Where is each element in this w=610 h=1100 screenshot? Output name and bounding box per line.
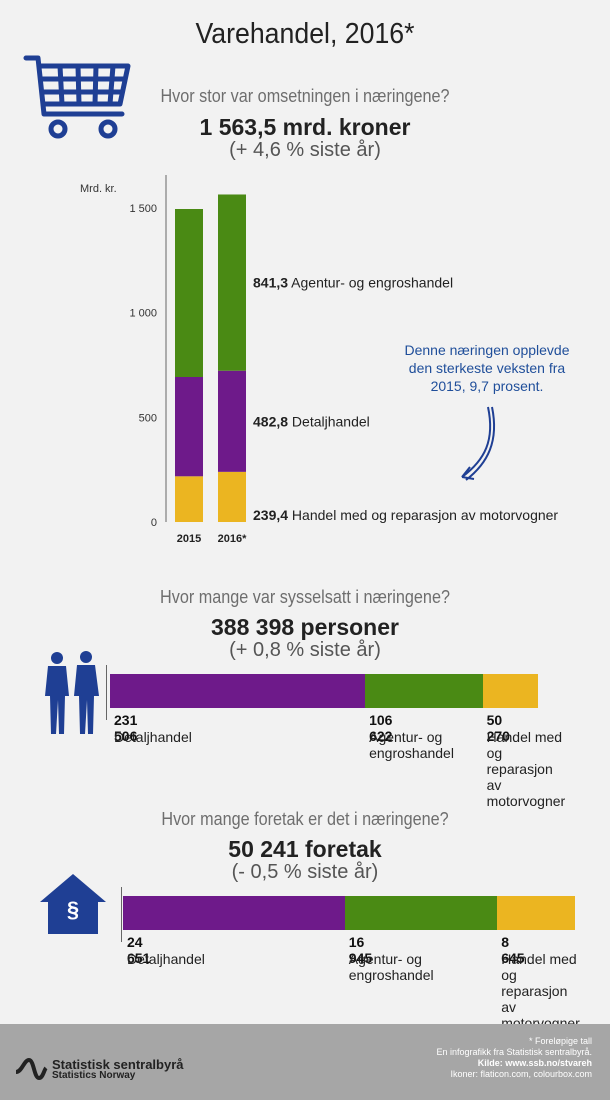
bar-segment: [365, 674, 483, 708]
bar-segment: [218, 471, 246, 522]
employment-change: (+ 0,8 % siste år): [229, 639, 381, 661]
segment-label-line: motorvogner: [486, 793, 566, 809]
footnote: * Foreløpige tall: [528, 1036, 592, 1046]
bar-segment: [175, 476, 203, 522]
y-tick-label: 1 500: [129, 203, 157, 215]
y-tick-label: 500: [139, 412, 157, 424]
segment-value: 106 622: [369, 712, 393, 744]
segment-label-line: Agentur- og: [348, 951, 422, 967]
segment-label-line: engroshandel: [369, 745, 454, 761]
segment-label: Agentur- og engroshandel: [369, 729, 454, 761]
footer-line: En infografikk fra Statistisk sentralbyr…: [436, 1047, 592, 1057]
revenue-total: 1 563,5 mrd. kroner: [199, 114, 411, 140]
bar-segment: [175, 377, 203, 477]
axis-line: [106, 665, 107, 720]
segment-label-line: Handel med og: [501, 951, 577, 983]
enterprise-question: Hvor mange foretak er det i næringene?: [161, 809, 449, 829]
employment-question: Hvor mange var sysselsatt i næringene?: [160, 587, 450, 607]
segment-value: 16 945: [348, 934, 373, 966]
ssb-logo-icon: [15, 1057, 48, 1081]
segment-label-line: engroshandel: [348, 967, 434, 983]
segment-label-line: Handel med og: [486, 729, 563, 761]
people-icon: [45, 651, 99, 734]
revenue-question: Hvor stor var omsetningen i næringene?: [160, 86, 450, 106]
employment-total: 388 398 personer: [211, 614, 399, 640]
bar-segment: [482, 674, 538, 708]
segment-label-line: Detaljhandel: [114, 729, 192, 745]
segment-label: Handel med og reparasjon av motorvogner: [501, 951, 580, 1031]
bar-segment: [175, 209, 203, 378]
enterprise-change: (- 0,5 % siste år): [231, 861, 379, 883]
segment-label: Detaljhandel: [114, 729, 192, 745]
segment-label: Handel med og reparasjon av motorvogner: [487, 729, 566, 809]
data-label: 841,3 Agentur- og engroshandel: [253, 275, 453, 291]
enterprise-total: 50 241 foretak: [228, 836, 382, 862]
house-paragraph-icon: §: [40, 874, 106, 934]
segment-label: Detaljhandel: [127, 951, 205, 967]
y-axis-label: Mrd. kr.: [80, 183, 117, 195]
org-name: Statistisk sentralbyrå: [52, 1057, 184, 1072]
org-name-en: Statistics Norway: [52, 1070, 136, 1081]
revenue-change: (+ 4,6 % siste år): [229, 139, 381, 161]
x-tick-label: 2016*: [218, 533, 247, 545]
segment-value: 8 645: [501, 934, 525, 966]
revenue-chart: Mrd. kr. 0 500 1 000 1 500 2015 2016* 239,4 Han…: [80, 175, 558, 545]
x-tick-label: 2015: [177, 533, 201, 545]
footer: [0, 1024, 610, 1100]
segment-value: 231 506: [114, 712, 138, 744]
data-label: 239,4 Handel med og reparasjon av motorv…: [253, 507, 558, 523]
y-tick-label: 1 000: [129, 308, 157, 320]
shopping-cart-icon: [23, 55, 131, 139]
growth-note: Denne næringen opplevde den sterkeste ve…: [404, 342, 570, 394]
footer-credits: * Foreløpige tall En infografikk fra Sta…: [436, 1036, 592, 1080]
segment-value: 24 651: [127, 934, 151, 966]
segment-label: Agentur- og engroshandel: [349, 951, 434, 983]
source-link[interactable]: Kilde: www.ssb.no/stvareh: [477, 1058, 592, 1068]
segment-label-line: reparasjon av: [501, 983, 568, 1015]
bar-segment: [218, 370, 246, 472]
segment-label-line: Agentur- og: [369, 729, 443, 745]
bar-segment: [344, 896, 498, 930]
bar-segment: [123, 896, 345, 930]
y-tick-label: 0: [151, 517, 157, 529]
bar-segment: [497, 896, 575, 930]
segment-label-line: Detaljhandel: [127, 951, 205, 967]
bar-segment: [218, 194, 246, 371]
bar-segment: [110, 674, 366, 708]
segment-value: 50 270: [486, 712, 510, 744]
icon-credits: Ikoner: flaticon.com, colourbox.com: [450, 1069, 592, 1079]
page-title: Varehandel, 2016*: [195, 18, 415, 50]
axis-line: [121, 887, 122, 942]
data-label: 482,8 Detaljhandel: [253, 413, 370, 429]
segment-label-line: reparasjon av: [486, 761, 553, 793]
curved-arrow-icon: [461, 406, 496, 481]
svg-text:§: §: [67, 897, 79, 922]
